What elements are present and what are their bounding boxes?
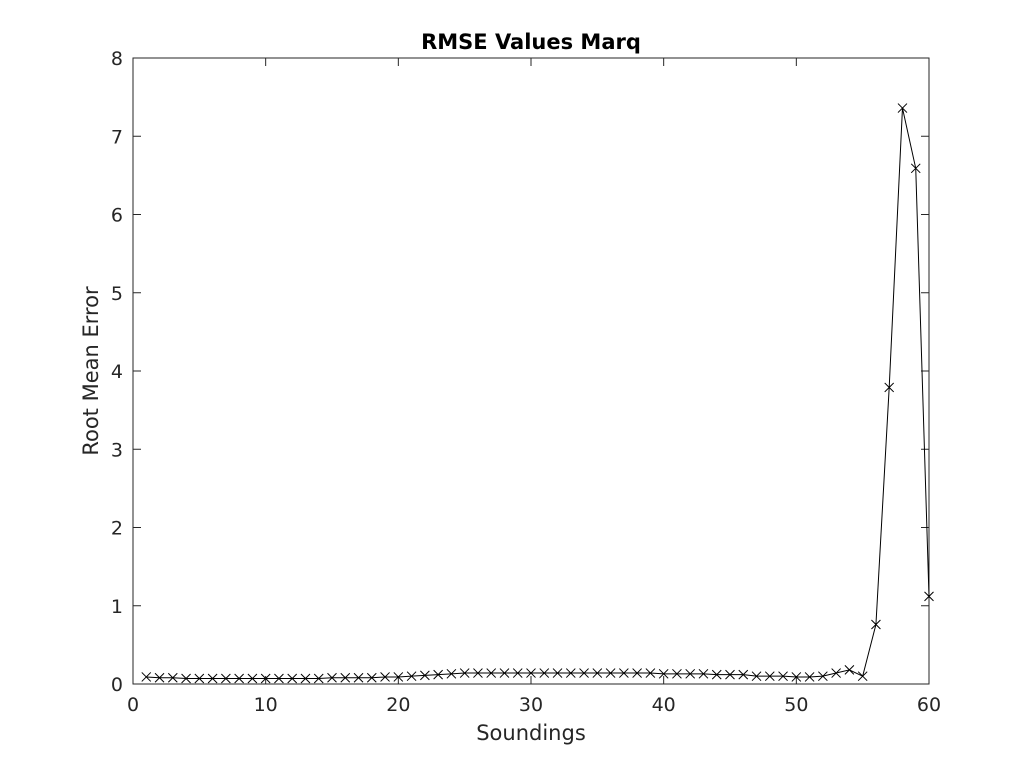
data-point-marker <box>221 673 231 684</box>
data-point-marker <box>831 668 841 678</box>
data-point-marker <box>486 668 497 678</box>
data-point-marker <box>632 668 642 678</box>
data-point-marker <box>711 669 722 680</box>
data-point-marker <box>393 672 404 682</box>
data-point-marker <box>738 669 749 680</box>
data-point-marker <box>473 668 483 678</box>
x-tick-label: 0 <box>127 694 139 716</box>
data-point-marker <box>791 672 802 682</box>
data-point-marker <box>327 672 337 683</box>
data-point-marker <box>818 671 828 682</box>
y-tick-label: 4 <box>111 361 123 383</box>
data-point-marker <box>420 670 430 681</box>
data-point-marker <box>154 672 165 683</box>
x-tick-label: 20 <box>386 694 410 716</box>
data-point-marker <box>539 668 550 678</box>
data-point-marker <box>778 671 788 682</box>
data-point-marker <box>234 673 244 684</box>
data-point-marker <box>751 671 762 682</box>
data-point-marker <box>353 672 364 683</box>
data-point-marker <box>924 591 934 602</box>
data-point-marker <box>645 668 656 678</box>
data-point-marker <box>844 665 855 675</box>
y-tick-label: 0 <box>111 674 123 696</box>
data-point-marker <box>552 668 563 678</box>
x-tick-label: 50 <box>784 694 808 716</box>
data-point-marker <box>725 669 735 680</box>
data-point-marker <box>685 668 696 679</box>
x-tick-label: 40 <box>652 694 676 716</box>
data-point-marker <box>605 668 616 678</box>
data-point-marker <box>526 668 536 678</box>
data-point-marker <box>141 672 152 682</box>
data-point-marker <box>207 673 218 684</box>
chart-title: RMSE Values Marq <box>421 30 641 54</box>
data-point-marker <box>512 668 523 678</box>
data-point-marker <box>764 671 775 682</box>
x-tick-label: 60 <box>917 694 941 716</box>
data-point-marker <box>579 668 589 678</box>
data-point-marker <box>181 673 191 684</box>
data-point-marker <box>857 671 868 682</box>
data-point-marker <box>366 672 377 683</box>
data-point-marker <box>287 673 298 684</box>
x-tick-label: 30 <box>519 694 543 716</box>
data-point-marker <box>406 671 417 682</box>
data-point-marker <box>658 668 669 679</box>
axes-box <box>132 57 930 685</box>
series-line <box>146 107 930 680</box>
data-point-marker <box>380 672 390 682</box>
y-tick-label: 8 <box>111 48 123 70</box>
y-tick-label: 1 <box>111 596 123 618</box>
data-point-marker <box>619 668 629 678</box>
x-axis-label: Soundings <box>476 721 586 745</box>
y-tick-label: 5 <box>111 283 123 305</box>
data-point-marker <box>247 673 258 684</box>
y-tick-label: 2 <box>111 518 123 540</box>
data-point-marker <box>698 668 709 679</box>
data-point-marker <box>459 668 470 678</box>
data-point-marker <box>433 669 443 680</box>
data-point-marker <box>313 673 324 684</box>
y-axis-label: Root Mean Error <box>79 286 103 456</box>
y-tick-label: 3 <box>111 439 123 461</box>
data-point-marker <box>884 382 895 393</box>
data-point-marker <box>804 672 815 682</box>
data-point-marker <box>871 619 881 630</box>
y-tick-label: 7 <box>111 126 123 148</box>
y-tick-label: 6 <box>111 205 123 227</box>
data-point-marker <box>194 673 205 684</box>
data-point-marker <box>260 673 271 684</box>
data-point-marker <box>897 103 908 113</box>
data-point-marker <box>340 672 351 683</box>
data-point-marker <box>592 668 603 678</box>
data-point-marker <box>274 673 284 684</box>
x-tick-label: 10 <box>254 694 278 716</box>
plot-area: 0 10 20 30 40 50 60 0 1 2 3 4 5 6 7 8 <box>111 48 941 716</box>
data-point-marker <box>565 668 576 678</box>
data-point-marker <box>300 673 311 684</box>
data-point-marker <box>167 672 178 683</box>
data-point-marker <box>910 163 921 174</box>
data-point-marker <box>446 668 457 679</box>
data-point-marker <box>672 668 682 679</box>
data-point-marker <box>499 668 510 678</box>
